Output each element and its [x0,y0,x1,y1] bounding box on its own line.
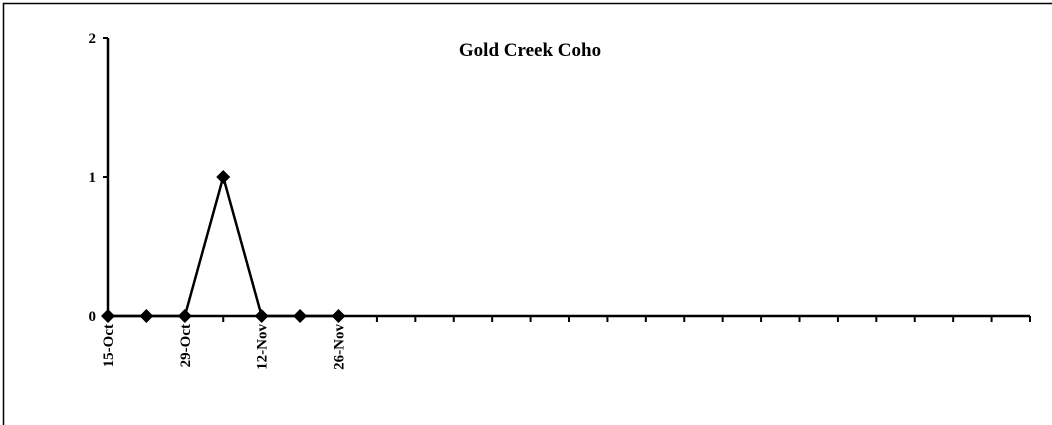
marker [101,309,115,323]
y-tick-label: 0 [89,309,97,325]
marker [139,309,154,323]
marker [293,309,308,323]
marker [177,309,192,323]
x-tick-label: 15-Oct [101,324,117,367]
y-tick-label: 1 [89,170,97,186]
y-tick-label: 2 [89,31,97,47]
marker [331,309,346,323]
x-tick-label: 12-Nov [255,324,271,370]
x-tick-label: 26-Nov [332,324,348,370]
marker [216,170,231,184]
marker [254,309,269,323]
series-line [108,172,339,318]
x-tick-label: 29-Oct [178,324,194,367]
chart-title: Gold Creek Coho [459,40,601,61]
